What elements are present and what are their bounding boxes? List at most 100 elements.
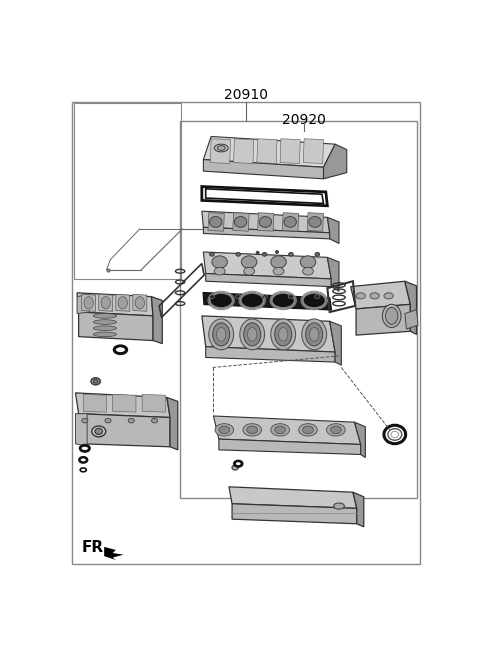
Ellipse shape — [93, 326, 117, 331]
Ellipse shape — [210, 253, 214, 256]
Polygon shape — [204, 228, 330, 239]
Ellipse shape — [234, 216, 247, 228]
Polygon shape — [307, 213, 324, 231]
Polygon shape — [75, 414, 87, 447]
Ellipse shape — [152, 419, 157, 423]
Polygon shape — [355, 422, 365, 458]
Ellipse shape — [243, 424, 262, 436]
Ellipse shape — [118, 297, 127, 309]
Ellipse shape — [215, 424, 234, 436]
Polygon shape — [75, 393, 170, 417]
Ellipse shape — [217, 146, 225, 150]
Ellipse shape — [210, 293, 233, 308]
Text: 20910: 20910 — [224, 88, 268, 102]
Ellipse shape — [314, 295, 320, 298]
Ellipse shape — [83, 447, 87, 450]
Polygon shape — [167, 398, 178, 450]
Polygon shape — [204, 252, 331, 279]
Ellipse shape — [244, 268, 254, 275]
Ellipse shape — [216, 327, 226, 341]
Ellipse shape — [93, 319, 117, 324]
Ellipse shape — [299, 424, 317, 436]
Polygon shape — [327, 217, 339, 243]
Polygon shape — [202, 211, 330, 233]
Ellipse shape — [209, 295, 215, 298]
Ellipse shape — [273, 268, 284, 275]
Polygon shape — [79, 414, 170, 447]
Bar — [74, 104, 181, 279]
Ellipse shape — [232, 465, 238, 470]
Ellipse shape — [275, 426, 286, 434]
Ellipse shape — [213, 323, 230, 346]
Ellipse shape — [247, 426, 258, 434]
Ellipse shape — [302, 319, 326, 350]
Polygon shape — [133, 295, 147, 311]
Ellipse shape — [240, 319, 264, 350]
Polygon shape — [353, 492, 364, 527]
Ellipse shape — [135, 297, 144, 309]
Text: FR.: FR. — [82, 540, 110, 554]
Ellipse shape — [262, 253, 267, 256]
Ellipse shape — [214, 268, 225, 275]
Ellipse shape — [310, 327, 319, 341]
Ellipse shape — [105, 419, 111, 423]
Ellipse shape — [256, 251, 259, 255]
Ellipse shape — [93, 314, 117, 318]
Ellipse shape — [259, 216, 272, 228]
Polygon shape — [214, 416, 360, 445]
Polygon shape — [152, 297, 162, 344]
Ellipse shape — [262, 295, 267, 298]
Ellipse shape — [236, 295, 241, 298]
Polygon shape — [79, 312, 153, 340]
Ellipse shape — [315, 253, 320, 256]
Text: 20920: 20920 — [282, 113, 326, 127]
Ellipse shape — [385, 308, 398, 324]
Ellipse shape — [244, 323, 261, 346]
Ellipse shape — [384, 293, 393, 299]
Ellipse shape — [128, 419, 134, 423]
Polygon shape — [202, 316, 335, 352]
Polygon shape — [233, 213, 249, 231]
Polygon shape — [208, 213, 224, 231]
Ellipse shape — [212, 256, 228, 268]
Polygon shape — [405, 281, 417, 335]
Polygon shape — [142, 394, 166, 412]
Ellipse shape — [240, 293, 264, 308]
Ellipse shape — [248, 327, 257, 341]
Ellipse shape — [236, 462, 240, 465]
Ellipse shape — [302, 268, 313, 275]
Polygon shape — [116, 295, 130, 311]
Ellipse shape — [284, 216, 296, 228]
Ellipse shape — [356, 293, 365, 299]
Polygon shape — [405, 310, 418, 329]
Polygon shape — [113, 394, 136, 412]
Polygon shape — [327, 257, 339, 291]
Polygon shape — [77, 295, 89, 314]
Polygon shape — [330, 321, 341, 365]
Ellipse shape — [383, 304, 401, 327]
Ellipse shape — [334, 503, 345, 509]
Polygon shape — [206, 189, 324, 203]
Ellipse shape — [209, 319, 234, 350]
Ellipse shape — [370, 293, 379, 299]
Ellipse shape — [236, 253, 240, 256]
Ellipse shape — [288, 253, 293, 256]
Ellipse shape — [101, 297, 110, 309]
Polygon shape — [280, 139, 300, 163]
Ellipse shape — [95, 428, 103, 434]
Ellipse shape — [330, 426, 341, 434]
Polygon shape — [350, 281, 410, 309]
Ellipse shape — [271, 424, 289, 436]
Polygon shape — [219, 439, 360, 455]
Ellipse shape — [388, 428, 402, 440]
Polygon shape — [234, 139, 254, 163]
Ellipse shape — [326, 424, 345, 436]
Polygon shape — [77, 293, 153, 316]
Polygon shape — [204, 136, 335, 167]
Ellipse shape — [271, 319, 296, 350]
Ellipse shape — [93, 380, 98, 383]
Polygon shape — [99, 295, 113, 311]
Ellipse shape — [275, 323, 292, 346]
Polygon shape — [104, 547, 123, 560]
Polygon shape — [206, 346, 335, 362]
